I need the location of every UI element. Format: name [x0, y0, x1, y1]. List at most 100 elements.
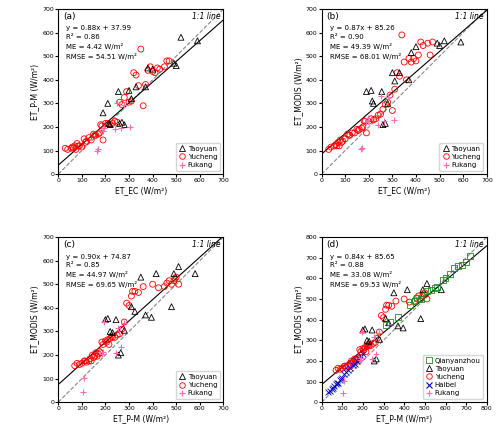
- Legend: Qianyanzhou, Taoyuan, Yucheng, Haibei, Fukang: Qianyanzhou, Taoyuan, Yucheng, Haibei, F…: [423, 355, 484, 399]
- Point: [70, 145, 78, 152]
- Point: [356, 346, 364, 353]
- Point: [388, 303, 396, 310]
- Point: [423, 287, 431, 294]
- Point: [120, 94, 128, 101]
- Point: [358, 125, 366, 132]
- Point: [73, 140, 81, 147]
- Point: [346, 363, 354, 370]
- Point: [332, 367, 340, 374]
- Point: [146, 63, 154, 70]
- Point: [88, 351, 96, 358]
- Point: [359, 123, 367, 131]
- Point: [116, 343, 124, 350]
- Point: [400, 59, 408, 66]
- Point: [342, 369, 350, 376]
- Point: [358, 145, 366, 152]
- Point: [172, 62, 180, 69]
- Point: [336, 366, 344, 373]
- Point: [410, 298, 418, 305]
- Point: [419, 292, 427, 299]
- Point: [132, 83, 140, 90]
- Point: [324, 388, 332, 396]
- Y-axis label: ET_MODIS (W/m²): ET_MODIS (W/m²): [294, 58, 303, 126]
- Point: [148, 66, 156, 73]
- Point: [348, 358, 356, 365]
- Point: [410, 298, 418, 305]
- Point: [165, 277, 173, 284]
- Point: [144, 64, 152, 72]
- Point: [384, 99, 392, 106]
- Point: [382, 306, 390, 313]
- Point: [379, 121, 387, 128]
- Point: [111, 126, 119, 133]
- Point: [405, 76, 413, 83]
- Point: [165, 57, 173, 64]
- Point: [340, 363, 348, 370]
- Point: [384, 319, 392, 326]
- Point: [356, 126, 364, 133]
- Point: [82, 358, 90, 366]
- Point: [324, 146, 332, 153]
- Point: [336, 376, 344, 383]
- Point: [370, 116, 378, 123]
- Point: [412, 57, 420, 64]
- Point: [98, 338, 106, 346]
- Point: [82, 139, 90, 146]
- Point: [404, 286, 411, 293]
- Point: [112, 316, 120, 323]
- Point: [394, 313, 402, 320]
- Point: [70, 362, 78, 369]
- Point: [393, 69, 401, 76]
- Point: [96, 349, 104, 356]
- Point: [420, 290, 428, 297]
- Point: [378, 312, 386, 319]
- Point: [382, 120, 390, 127]
- Point: [376, 329, 384, 337]
- Text: y = 0.84x + 85.65
R² = 0.88
ME = 33.08 W/m²
RMSE = 69.53 W/m²: y = 0.84x + 85.65 R² = 0.88 ME = 33.08 W…: [330, 253, 401, 288]
- Point: [74, 142, 82, 149]
- Point: [191, 270, 199, 277]
- Point: [116, 125, 124, 132]
- Point: [433, 283, 441, 290]
- Point: [108, 334, 116, 341]
- Point: [390, 77, 398, 84]
- X-axis label: ET_EC (W/m²): ET_EC (W/m²): [114, 186, 167, 195]
- Point: [118, 325, 126, 333]
- Text: (d): (d): [326, 240, 340, 249]
- Point: [330, 382, 338, 389]
- Point: [433, 40, 441, 47]
- Point: [359, 326, 367, 333]
- Point: [376, 93, 384, 100]
- Point: [338, 365, 346, 372]
- Point: [108, 120, 116, 127]
- Point: [99, 348, 107, 355]
- Point: [440, 277, 448, 284]
- Point: [102, 337, 110, 345]
- Point: [80, 358, 88, 365]
- Point: [128, 95, 136, 102]
- Point: [104, 315, 112, 322]
- Point: [340, 377, 348, 384]
- Point: [360, 118, 368, 125]
- Point: [362, 88, 370, 95]
- Point: [390, 289, 398, 296]
- Point: [137, 274, 145, 281]
- Point: [382, 315, 390, 322]
- Point: [336, 136, 344, 143]
- Point: [462, 258, 470, 266]
- Point: [408, 59, 416, 66]
- Point: [333, 379, 341, 386]
- Point: [148, 68, 156, 75]
- Point: [368, 355, 376, 363]
- Point: [421, 289, 429, 296]
- Text: 1:1 line: 1:1 line: [192, 12, 220, 21]
- Point: [87, 136, 95, 143]
- Point: [416, 315, 424, 322]
- Point: [384, 94, 392, 101]
- Point: [151, 69, 159, 76]
- Point: [399, 325, 407, 332]
- Point: [118, 101, 126, 108]
- Point: [168, 303, 175, 310]
- Point: [336, 142, 344, 149]
- Point: [446, 270, 454, 278]
